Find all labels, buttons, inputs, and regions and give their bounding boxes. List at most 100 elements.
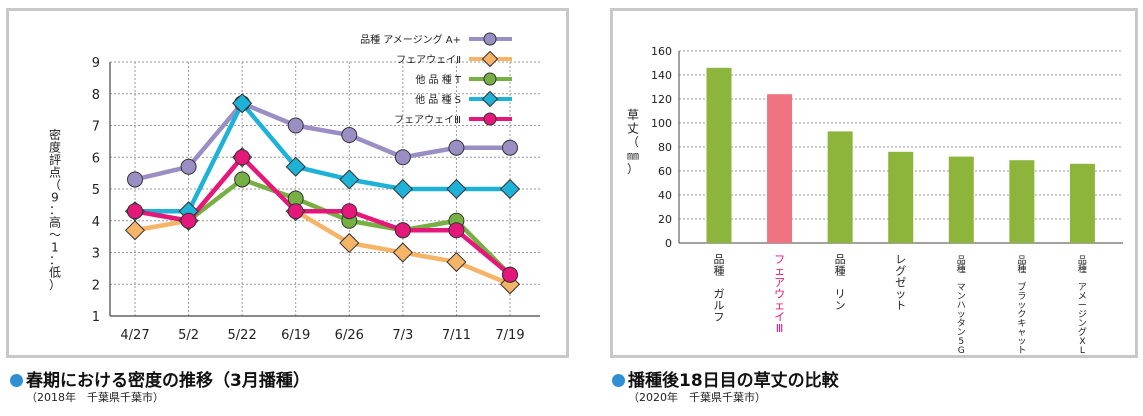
legend-marker [483, 72, 497, 86]
data-point [234, 171, 251, 188]
y-axis-title-char: （ [627, 135, 639, 149]
height-chart-subcaption: （2020年 千葉県千葉市） [628, 391, 766, 404]
x-tick-label-char: 5 [958, 337, 964, 347]
x-tick-label-char: ト [895, 299, 906, 312]
y-tick-label: 100 [651, 117, 672, 130]
y-axis-title-char: （ [49, 178, 61, 192]
bar [827, 131, 853, 243]
legend-marker [483, 32, 497, 46]
x-tick-label-char: 種 [714, 264, 725, 278]
data-point [180, 158, 197, 175]
x-tick-label-char: ト [1017, 346, 1026, 355]
x-tick-label-char: レ [895, 253, 906, 266]
x-tick-label: 7/11 [442, 328, 471, 343]
y-axis-title-char: 草 [627, 108, 639, 122]
legend-label: フェアウェイⅢ [394, 114, 461, 126]
y-axis-title-char: 度 [49, 140, 61, 155]
legend-label: 他 品 種 T [415, 73, 462, 86]
data-point [446, 251, 467, 273]
density-chart-subcaption: （2018年 千葉県千葉市） [26, 391, 164, 404]
x-tick-label: 品種ブラックキャットⅡ [1017, 255, 1026, 355]
series-markers-4 [127, 149, 518, 283]
x-tick-label-char: ン [1078, 319, 1087, 329]
y-axis-title-char: 点 [49, 166, 61, 180]
x-tick-label: 7/19 [495, 328, 524, 343]
x-tick-label-char: ェ [774, 265, 785, 278]
x-tick-label-char: ウ [774, 288, 785, 301]
bar [888, 151, 914, 243]
height-chart-caption: 播種後18日目の草丈の比較 [612, 366, 839, 391]
legend-marker [481, 90, 499, 108]
x-tick-label-char: キ [1017, 319, 1026, 329]
x-tick-label-char: L [1080, 346, 1085, 355]
x-tick-label-char: グ [1078, 326, 1087, 338]
x-tick-label: 4/27 [120, 328, 149, 343]
y-tick-label: 0 [665, 237, 672, 250]
x-tick-label-char: 品 [1017, 255, 1026, 266]
y-axis-title-char: 高 [49, 215, 61, 230]
y-tick-label: 6 [92, 151, 100, 166]
y-tick-label: 3 [92, 247, 100, 262]
x-tick-label-char: 種 [1017, 264, 1026, 275]
x-tick-label: 7/3 [392, 328, 413, 343]
data-point [448, 222, 465, 239]
y-axis-title-char: 密 [49, 127, 61, 142]
x-tick-label: フェアウェイⅢ [774, 253, 785, 335]
x-tick-label: 6/19 [281, 328, 310, 343]
y-tick-label: 140 [651, 69, 672, 82]
x-tick-label: 品種マンハッタン5GLR [957, 255, 966, 355]
bullet-dot-icon [612, 374, 625, 387]
data-point [287, 203, 304, 220]
y-tick-label: 160 [651, 45, 672, 58]
data-point [446, 178, 467, 200]
y-tick-label: 20 [658, 213, 672, 226]
data-point [448, 139, 465, 156]
x-tick-label-char: ッ [1017, 301, 1026, 311]
x-tick-label-char: 品 [714, 253, 725, 266]
density-line-chart: 1 2 3 4 5 6 7 8 9 4/27 5/2 5/22 6/19 6/26 7/3 7/11 7/19 密… [49, 32, 540, 343]
y-axis-title-char: ） [627, 162, 639, 176]
x-tick-label-char: ッ [957, 310, 966, 320]
x-tick-label: 5/22 [228, 328, 257, 343]
y-tick-label: 2 [92, 278, 100, 293]
x-tick-label-char: リ [835, 288, 846, 301]
x-tick-label-char: 種 [1078, 264, 1087, 275]
density-chart-panel: 1 2 3 4 5 6 7 8 9 4/27 5/2 5/22 6/19 6/26 7/3 7/11 7/19 密… [6, 8, 569, 358]
y-tick-label: 7 [92, 120, 100, 135]
x-tick-label-char: グ [895, 264, 906, 278]
x-tick-label-char: 種 [957, 264, 966, 275]
density-chart-caption: 春期における密度の推移（3月播種） [10, 366, 310, 391]
series-0 [134, 101, 510, 182]
x-tick-label-char: ッ [895, 288, 906, 301]
bullet-dot-icon [10, 374, 23, 387]
x-tick-label-char: ン [957, 328, 966, 338]
data-point [394, 222, 411, 239]
data-point [127, 203, 143, 220]
data-point [394, 149, 411, 166]
data-point [339, 232, 360, 254]
x-tick-label-char: Ⅲ [776, 322, 784, 335]
y-axis-title: 草丈（㎜） [627, 108, 639, 176]
x-tick-label-char: フ [714, 311, 725, 324]
bar [1009, 160, 1035, 243]
legend-label: フェアウェイⅡ [396, 54, 461, 66]
height-bar-chart: 020406080100120140160草丈（㎜）品種ガルフフェアウェイⅢ品種… [627, 45, 1123, 355]
data-point [232, 93, 253, 114]
y-axis-title-char: 丈 [627, 122, 639, 136]
y-tick-label: 120 [651, 93, 672, 106]
x-tick-label-char: ブ [1017, 281, 1026, 293]
x-tick-label-char: フ [774, 253, 785, 266]
y-tick-label: 40 [658, 189, 672, 202]
data-point [180, 212, 197, 229]
y-axis-title-char: 低 [49, 266, 61, 280]
legend-marker [483, 112, 497, 126]
x-tick-label-char: ル [714, 299, 725, 312]
data-point [127, 171, 143, 188]
y-tick-label: 1 [92, 310, 100, 325]
height-chart-panel: 0 20 40 60 80 100 120 140 160 草丈（㎜）品種ガルフフェアウェイ Ⅲ 品種… [610, 8, 1138, 358]
bar [767, 94, 793, 243]
y-axis-title-char: 〜 [49, 228, 61, 242]
x-tick-label-char: ハ [957, 301, 966, 311]
y-axis-title-char: 評 [49, 152, 61, 167]
